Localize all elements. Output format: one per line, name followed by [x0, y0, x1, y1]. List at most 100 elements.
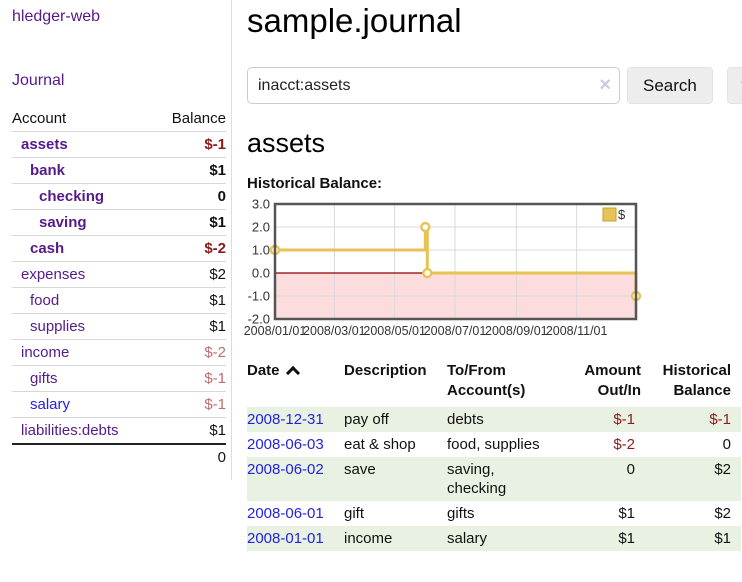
chart-section-label: Historical Balance: — [247, 175, 383, 192]
sidebar-item-journal[interactable]: Journal — [12, 72, 65, 89]
transaction-date-link[interactable]: 2008-01-01 — [247, 530, 324, 547]
account-row: income $-2 — [12, 339, 226, 366]
account-row: saving $1 — [12, 209, 226, 236]
transaction-date-link[interactable]: 2008-06-03 — [247, 436, 324, 453]
chart-y-tick-label: -2.0 — [248, 312, 270, 327]
register-header-row: Date Description To/From Account(s) Amou… — [247, 361, 741, 407]
account-link[interactable]: expenses — [21, 266, 86, 283]
account-link[interactable]: checking — [39, 188, 105, 205]
transaction-balance: $2 — [714, 505, 731, 522]
chart-data-point — [420, 221, 431, 233]
register-header-date[interactable]: Date — [247, 361, 344, 407]
register-header-amount: Amount Out/In — [584, 362, 641, 399]
search-input[interactable] — [247, 67, 620, 104]
account-balance: $-1 — [153, 365, 226, 392]
register-row: 2008-12-31 pay off debts $-1 $-1 — [247, 407, 741, 432]
transaction-accounts: salary — [447, 530, 488, 547]
register-table: Date Description To/From Account(s) Amou… — [247, 361, 741, 551]
account-row: food $1 — [12, 287, 226, 314]
chart-x-tick-label: 2008/07/01 — [424, 324, 487, 338]
account-balance: $-2 — [153, 339, 226, 366]
historical-balance-chart[interactable]: 3.0 2.0 1.0 0.0 -1.0 -2.02008/01/012008/03/01… — [244, 197, 742, 343]
search-button[interactable]: Search — [627, 67, 713, 104]
account-link[interactable]: assets — [21, 136, 68, 153]
register-header-balance: Historical Balance — [662, 362, 731, 399]
chart-border — [273, 202, 638, 321]
chart-x-tick-label: 2008/05/01 — [363, 324, 426, 338]
chart-data-point — [422, 267, 433, 279]
transaction-date-link[interactable]: 2008-06-01 — [247, 505, 324, 522]
accounts-total-value: 0 — [153, 443, 226, 470]
chart-y-tick-label: -1.0 — [248, 289, 270, 304]
transaction-description: gift — [344, 505, 365, 522]
transaction-date-link[interactable]: 2008-12-31 — [247, 411, 324, 428]
account-link[interactable]: food — [30, 292, 60, 309]
transaction-amount: $1 — [618, 530, 635, 547]
register-row: 2008-01-01 income salary $1 $1 — [247, 526, 741, 551]
accounts-header-row: Account Balance — [12, 106, 226, 132]
transaction-balance: $-1 — [709, 411, 731, 428]
account-link[interactable]: liabilities:debts — [21, 422, 119, 439]
account-row: supplies $1 — [12, 313, 226, 340]
account-link[interactable]: salary — [30, 396, 71, 413]
account-link[interactable]: bank — [30, 162, 66, 179]
account-heading: assets — [247, 128, 326, 158]
account-balance: $1 — [153, 313, 226, 340]
transaction-amount: 0 — [626, 461, 635, 478]
transaction-balance: 0 — [722, 436, 731, 453]
chart-y-tick-label: 3.0 — [252, 197, 270, 212]
transaction-balance: $1 — [714, 530, 731, 547]
register-table-body: 2008-12-31 pay off debts $-1 $-1 2008-06… — [247, 407, 741, 551]
accounts-table: Account Balance assets $-1 bank $1 check… — [12, 106, 226, 470]
account-row: bank $1 — [12, 157, 226, 184]
chart-y-tick-label: 2.0 — [252, 220, 270, 235]
register-header-accounts: To/From Account(s) — [447, 362, 526, 399]
account-row: assets $-1 — [12, 131, 226, 158]
search-form: × Search ? — [247, 67, 742, 104]
transaction-description: pay off — [344, 411, 389, 428]
transaction-date-link[interactable]: 2008-06-02 — [247, 461, 324, 478]
transaction-balance: $2 — [714, 461, 731, 478]
accounts-total-row: 0 — [12, 443, 226, 470]
sidebar: hledger-web Journal Account Balance asse… — [0, 0, 232, 480]
transaction-amount: $-2 — [613, 436, 635, 453]
chart-x-tick-label: 2008/03/01 — [303, 324, 366, 338]
account-link[interactable]: income — [21, 344, 70, 361]
chart-x-tick-label: 2008/01/01 — [244, 324, 307, 338]
chart-x-tick-label: 2008/11/01 — [546, 324, 608, 338]
search-input-wrapper: × — [247, 67, 620, 104]
register-row: 2008-06-03 eat & shop food, supplies $-2… — [247, 432, 741, 457]
account-balance: $-1 — [153, 391, 226, 418]
register-row: 2008-06-01 gift gifts $1 $2 — [247, 501, 741, 526]
account-link[interactable]: gifts — [30, 370, 58, 387]
account-balance: $-2 — [153, 235, 226, 262]
transaction-accounts: gifts — [447, 505, 475, 522]
chart-y-tick-label: 1.0 — [252, 243, 270, 258]
accounts-header-account: Account — [12, 110, 67, 127]
clear-search-icon[interactable]: × — [599, 73, 611, 96]
register-header-description: Description — [344, 362, 427, 379]
chart-y-tick-label: 0.0 — [252, 266, 270, 281]
app-title-link[interactable]: hledger-web — [12, 8, 101, 25]
page-title: sample.journal — [247, 2, 462, 39]
account-balance: $1 — [153, 157, 226, 184]
transaction-accounts: food, supplies — [447, 436, 540, 453]
sort-ascending-icon — [285, 365, 300, 381]
account-link[interactable]: supplies — [30, 318, 86, 335]
account-row: gifts $-1 — [12, 365, 226, 392]
main-content: sample.journal × Search ? assets Histori… — [232, 0, 742, 551]
help-button[interactable]: ? — [726, 67, 742, 104]
account-link[interactable]: saving — [39, 214, 87, 231]
account-row: checking 0 — [12, 183, 226, 210]
transaction-amount: $-1 — [613, 411, 635, 428]
account-row: cash $-2 — [12, 235, 226, 262]
account-balance: $1 — [153, 287, 226, 314]
transaction-amount: $1 — [618, 505, 635, 522]
transaction-description: income — [344, 530, 393, 547]
accounts-header-balance: Balance — [171, 110, 226, 127]
account-link[interactable]: cash — [30, 240, 65, 257]
account-balance: 0 — [153, 183, 226, 210]
transaction-accounts: saving, checking — [447, 461, 507, 497]
register-row: 2008-06-02 save saving, checking 0 $2 — [247, 457, 741, 501]
legend-swatch-icon — [602, 207, 617, 222]
